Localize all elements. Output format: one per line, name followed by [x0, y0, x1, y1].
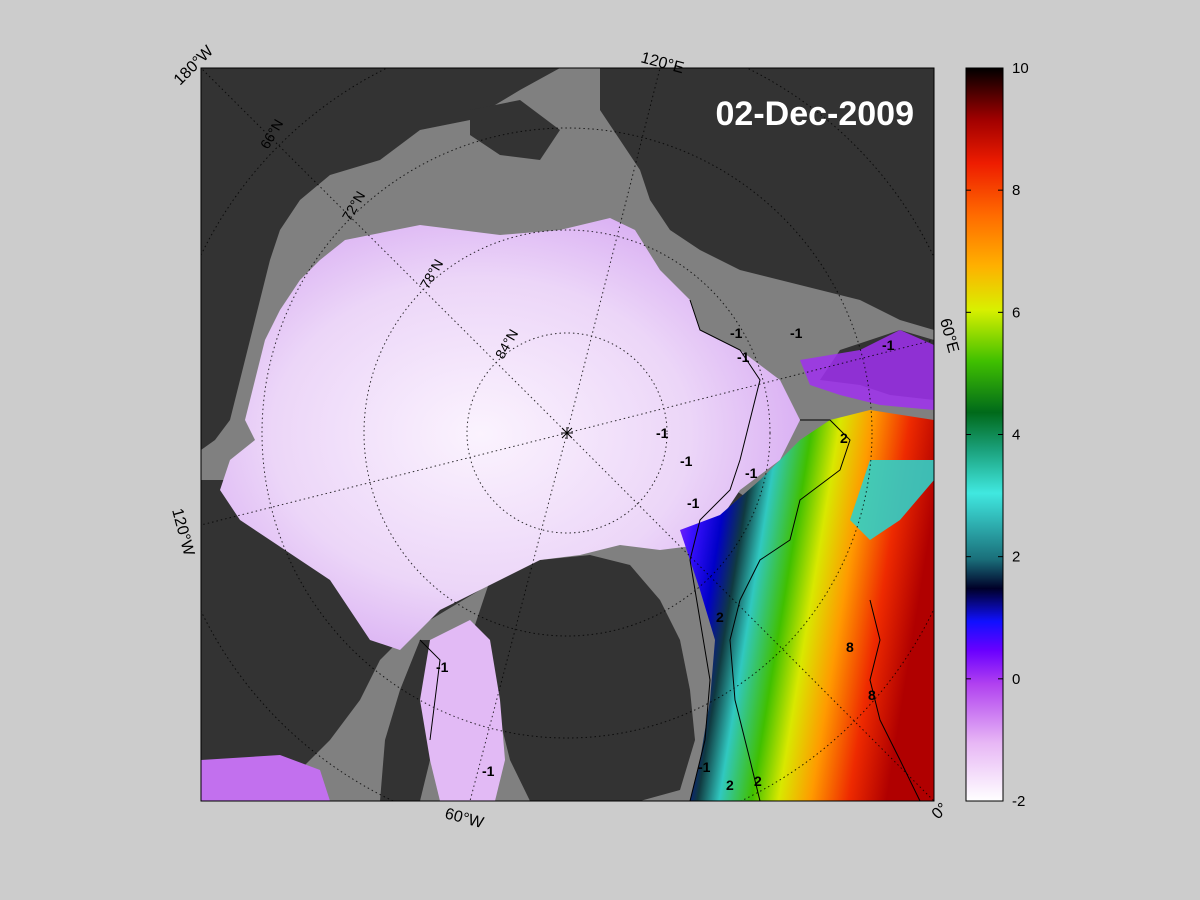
date-title: 02-Dec-2009 — [716, 95, 914, 133]
parallel-72n — [261, 127, 873, 739]
contour-label: -1 — [790, 325, 803, 341]
lon-label-60e: 60°E — [936, 317, 961, 355]
land-siberia — [600, 68, 934, 330]
lon-label-120w: 120°W — [168, 507, 197, 559]
colorbar-gradient — [965, 67, 1004, 802]
land-north-america-west — [201, 68, 560, 450]
colorbar-tick-label: 6 — [1012, 304, 1020, 321]
contour-label: 8 — [868, 687, 876, 703]
sea-ice-cold-water — [220, 218, 800, 650]
barents-water — [800, 330, 934, 410]
contour-label: -1 — [687, 495, 700, 511]
norwegian-current — [850, 460, 934, 540]
parallel-78n — [363, 229, 771, 637]
contour-minus-1-baffin — [419, 639, 441, 741]
contour-label: -1 — [737, 349, 750, 365]
contour-lines — [419, 299, 921, 801]
contour-labels: -1 -1 -1 -1 -1 -1 -1 -1 -1 -1 -1 2 2 2 2… — [436, 325, 895, 793]
graticule — [201, 68, 934, 801]
contour-label: 2 — [716, 609, 724, 625]
north-pole-marker — [561, 427, 573, 439]
contour-label: 2 — [726, 777, 734, 793]
land-wrangel — [470, 100, 560, 160]
lon-label-60w: 60°W — [443, 805, 486, 832]
contour-label: -1 — [656, 425, 669, 441]
baffin-bay-water — [420, 620, 505, 801]
contour-label: 8 — [846, 639, 854, 655]
meridian-180w — [201, 68, 568, 434]
contour-label: -1 — [698, 759, 711, 775]
colorbar-tick-label: -2 — [1012, 793, 1025, 810]
lon-label-0: 0° — [929, 800, 952, 823]
land-greenland — [470, 555, 695, 801]
contour-label: 2 — [754, 773, 762, 789]
contour-label: -1 — [882, 337, 895, 353]
colorbar-ticks: 10 8 6 4 2 0 -2 — [966, 60, 1029, 810]
meridian-60e — [566, 339, 934, 434]
contour-label: -1 — [436, 659, 449, 675]
parallel-84n — [466, 332, 668, 534]
colorbar-tick-label: 4 — [1012, 427, 1020, 444]
contour-2 — [729, 419, 851, 801]
colorbar-tick-label: 10 — [1012, 60, 1029, 77]
contour-8 — [869, 599, 921, 801]
contour-minus-1 — [689, 299, 761, 801]
map-area: 66°N 72°N 78°N 84°N -1 -1 -1 -1 -1 -1 -1… — [201, 68, 934, 801]
meridian-60w — [469, 432, 568, 801]
contour-label: -1 — [482, 763, 495, 779]
contour-label: -1 — [745, 465, 758, 481]
colorbar: 10 8 6 4 2 0 -2 — [965, 60, 1029, 810]
contour-label: -1 — [730, 325, 743, 341]
labrador-water — [201, 755, 330, 801]
colorbar-tick-label: 8 — [1012, 182, 1020, 199]
meridian-0 — [566, 432, 934, 801]
colorbar-tick-label: 0 — [1012, 671, 1020, 688]
map-border — [200, 67, 935, 802]
colorbar-tick-label: 2 — [1012, 549, 1020, 566]
contour-label: 2 — [840, 430, 848, 446]
contour-label: -1 — [680, 453, 693, 469]
